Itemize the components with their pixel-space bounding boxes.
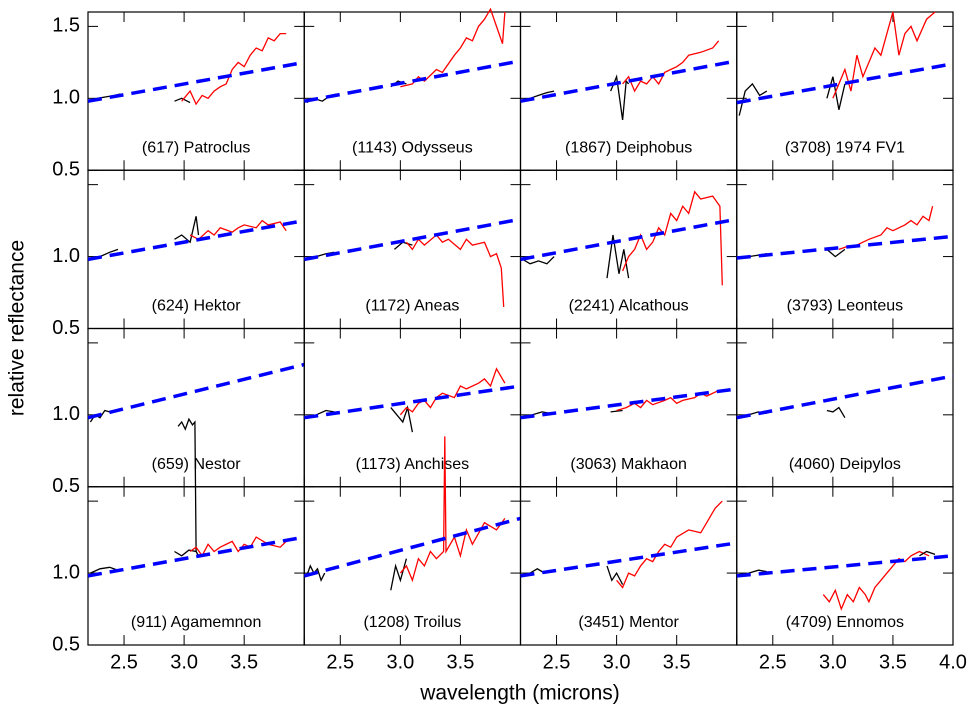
y-tick-label: 1.5 [52, 15, 80, 37]
fit-line [87, 362, 305, 420]
fit-line [520, 217, 738, 262]
spectrum-line [622, 190, 723, 286]
x-tick-label: 3.5 [879, 651, 907, 673]
x-tick-label: 3.0 [819, 651, 847, 673]
fit-line [736, 554, 954, 578]
fit-line [87, 218, 305, 262]
spectrum-line [316, 409, 335, 416]
panel-label: (3708) 1974 FV1 [785, 139, 905, 156]
x-tick-label: 3.0 [386, 651, 414, 673]
x-tick-label: 2.5 [326, 651, 354, 673]
y-tick-label: 1.0 [52, 403, 80, 425]
x-tick-label: 2.5 [759, 651, 787, 673]
y-tick-label: 1.0 [52, 87, 80, 109]
fit-line [520, 59, 738, 103]
y-tick-label: 1.0 [52, 245, 80, 267]
spectrum-line [390, 405, 414, 433]
panel-label: (4709) Ennomos [786, 614, 904, 631]
spectrum-line [826, 406, 846, 419]
y-tick-label: 0.5 [52, 475, 80, 497]
x-tick-label: 3.0 [170, 651, 198, 673]
fit-line [520, 387, 738, 420]
spectrum-line [90, 566, 119, 574]
panel-label: (1173) Anchises [356, 456, 470, 473]
spectrum-line [390, 558, 408, 591]
spectrum-line [181, 32, 287, 106]
spectrum-line [606, 234, 630, 279]
spectrum-line [832, 11, 936, 99]
spectrum-line [522, 256, 555, 265]
panel-label: (2241) Alcathous [569, 298, 689, 315]
panel-label: (1867) Deiphobus [565, 139, 692, 156]
fit-line [304, 384, 521, 420]
x-tick-label: 3.5 [230, 651, 258, 673]
panel-label: (3063) Makhaon [570, 456, 687, 473]
fit-line [303, 217, 521, 262]
spectrum-line [399, 436, 506, 583]
panel-label: (617) Patroclus [142, 139, 251, 156]
fit-line [736, 374, 954, 420]
spectrum-line [610, 409, 623, 413]
panel-label: (1172) Aneas [365, 298, 459, 315]
spectrum-line [405, 234, 505, 307]
spectrum-line [306, 564, 326, 583]
x-tick-label: 2.5 [543, 651, 571, 673]
spectrum-line [738, 82, 768, 116]
fit-line [87, 535, 305, 578]
panel-label: (624) Hektor [152, 298, 242, 315]
x-tick-label: 2.5 [110, 651, 138, 673]
panel-label: (911) Agamemnon [131, 614, 261, 631]
fit-line [303, 516, 521, 578]
spectrum-line [174, 549, 200, 557]
spectrum-line [174, 216, 200, 244]
spectrum-line [610, 74, 630, 120]
spectrum-line [606, 565, 624, 585]
fit-line [87, 60, 305, 103]
y-tick-label: 0.5 [52, 633, 80, 655]
panel-label: (3793) Leonteus [787, 298, 904, 315]
y-tick-label: 0.5 [52, 317, 80, 339]
x-tick-label: 3.5 [447, 651, 475, 673]
spectrum-line [189, 219, 287, 241]
y-tick-label: 1.0 [52, 561, 80, 583]
spectrum-line [622, 40, 720, 93]
spectrum-line [919, 550, 936, 557]
spectrum-line [826, 248, 846, 258]
fit-line [736, 62, 954, 105]
spectrum-line [174, 97, 191, 104]
x-tick-label: 4.0 [939, 651, 967, 673]
fit-line [303, 59, 521, 103]
spectrum-line [822, 550, 930, 611]
x-axis-label: wavelength (microns) [419, 682, 620, 705]
spectrum-line [826, 76, 846, 110]
x-tick-label: 3.5 [663, 651, 691, 673]
spectrum-line [400, 7, 506, 88]
spectrum-line [838, 206, 934, 251]
spectrum-line [177, 417, 197, 552]
y-axis-label: relative reflectance [6, 240, 29, 416]
spectrum-line [189, 536, 287, 558]
panel-frame [736, 486, 954, 646]
fit-line [520, 541, 738, 578]
panel-label: (3451) Mentor [578, 614, 679, 631]
fit-line [736, 234, 954, 260]
panel-label: (1143) Odysseus [352, 139, 473, 156]
panel-label: (4060) Deipylos [789, 456, 901, 473]
x-tick-label: 3.0 [603, 651, 631, 673]
y-tick-label: 0.5 [52, 159, 80, 181]
panel-label: (1208) Troilus [363, 614, 461, 631]
spectrum-line [616, 500, 723, 589]
panel-label: (659) Nestor [152, 456, 242, 473]
